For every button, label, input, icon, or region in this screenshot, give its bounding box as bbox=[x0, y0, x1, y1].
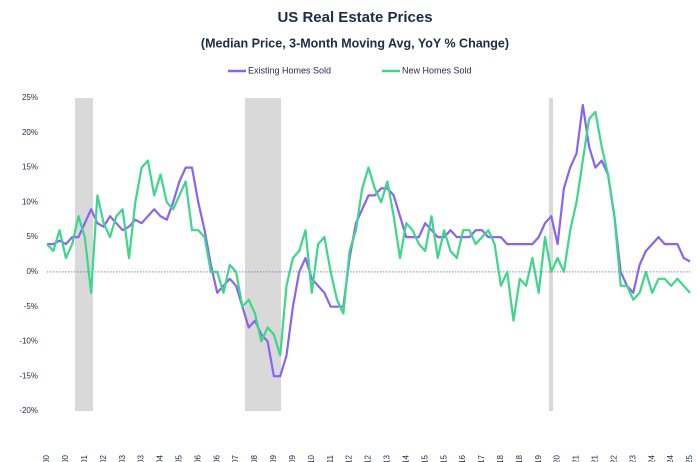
x-tick-label: Sep-16 bbox=[458, 454, 467, 462]
y-tick-label: 0% bbox=[26, 267, 38, 276]
x-tick-label: Dec-09 bbox=[288, 454, 297, 462]
y-tick-label: -20% bbox=[19, 406, 38, 415]
x-tick-label: Sep-19 bbox=[534, 454, 543, 462]
x-tick-label: Jun-23 bbox=[628, 454, 637, 462]
x-tick-label: Dec-24 bbox=[666, 454, 675, 462]
x-tick-label: Mar-03 bbox=[118, 454, 127, 462]
y-tick-label: -5% bbox=[24, 302, 38, 311]
y-tick-label: -15% bbox=[19, 371, 38, 380]
x-tick-label: Mar-06 bbox=[193, 454, 202, 462]
x-tick-label: Sep-25 bbox=[685, 454, 694, 462]
x-tick-label: Jun-20 bbox=[553, 454, 562, 462]
x-tick-label: Sep-10 bbox=[307, 454, 316, 462]
x-tick-label: Jun-05 bbox=[174, 454, 183, 462]
x-tick-label: Jun-14 bbox=[401, 454, 410, 462]
x-tick-label: Jun-11 bbox=[326, 454, 335, 462]
x-tick-label: Mar-21 bbox=[572, 454, 581, 462]
chart-title: US Real Estate Prices bbox=[277, 9, 432, 26]
x-tick-label: Jun-02 bbox=[99, 454, 108, 462]
x-tick-label: Sep-01 bbox=[80, 454, 89, 462]
recession-band bbox=[245, 98, 281, 411]
y-tick-label: 15% bbox=[22, 163, 38, 172]
x-tick-label: Jun-17 bbox=[477, 454, 486, 462]
x-tick-label: Dec-03 bbox=[137, 454, 146, 462]
x-tick-label: Mar-15 bbox=[420, 454, 429, 462]
y-tick-label: -10% bbox=[19, 337, 38, 346]
x-tick-label: Mar-09 bbox=[269, 454, 278, 462]
x-tick-label: Mar-00 bbox=[42, 454, 51, 462]
x-tick-label: Dec-00 bbox=[61, 454, 70, 462]
x-tick-label: Jun-08 bbox=[250, 454, 259, 462]
x-tick-label: Mar-24 bbox=[647, 454, 656, 462]
x-tick-label: Dec-12 bbox=[364, 454, 373, 462]
legend-label: Existing Homes Sold bbox=[248, 65, 331, 75]
x-tick-label: Mar-12 bbox=[345, 454, 354, 462]
y-tick-label: 20% bbox=[22, 128, 38, 137]
x-tick-label: Sep-22 bbox=[609, 454, 618, 462]
x-tick-label: Dec-21 bbox=[591, 454, 600, 462]
x-tick-label: Dec-15 bbox=[439, 454, 448, 462]
recession-band bbox=[549, 98, 553, 411]
x-tick-label: Dec-06 bbox=[212, 454, 221, 462]
y-tick-label: 10% bbox=[22, 197, 38, 206]
x-tick-label: Mar-18 bbox=[496, 454, 505, 462]
x-tick-label: Sep-04 bbox=[156, 454, 165, 462]
y-tick-label: 5% bbox=[26, 232, 38, 241]
series-line bbox=[47, 103, 691, 378]
x-tick-label: Dec-18 bbox=[515, 454, 524, 462]
series-line bbox=[46, 110, 691, 357]
y-tick-label: 25% bbox=[22, 93, 38, 102]
recession-band bbox=[75, 98, 93, 411]
legend-label: New Homes Sold bbox=[402, 65, 472, 75]
x-tick-label: Sep-13 bbox=[383, 454, 392, 462]
chart-subtitle: (Median Price, 3-Month Moving Avg, YoY %… bbox=[201, 36, 509, 50]
x-tick-label: Sep-07 bbox=[231, 454, 240, 462]
